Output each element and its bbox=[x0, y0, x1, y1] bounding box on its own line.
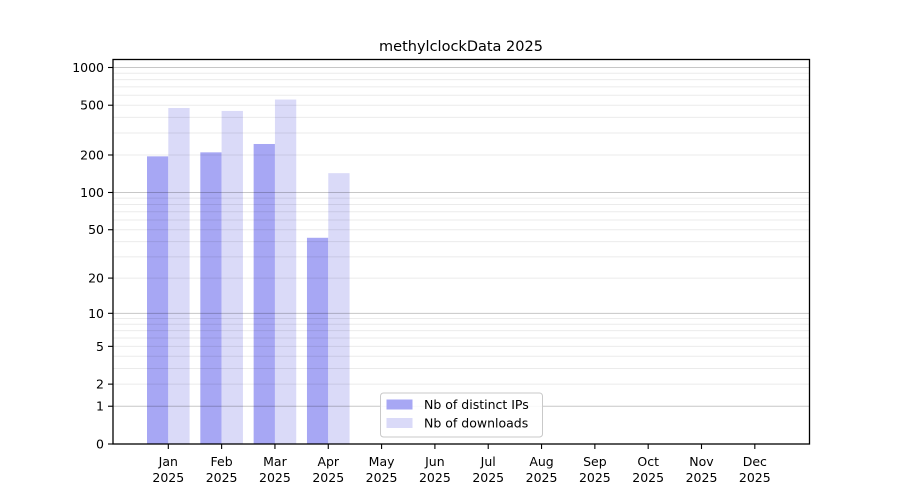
axes-layer bbox=[108, 58, 811, 449]
y-tick-label-1: 1 bbox=[96, 399, 104, 414]
x-tick-label-year-aug: 2025 bbox=[526, 470, 558, 485]
y-tick-label-10: 10 bbox=[88, 306, 104, 321]
plot-box bbox=[112, 58, 811, 445]
axis-labels-layer: 01251020501002005001000Jan2025Feb2025Mar… bbox=[72, 60, 771, 485]
legend-swatch-distinct-ips bbox=[386, 399, 413, 410]
x-tick-label-year-feb: 2025 bbox=[206, 470, 238, 485]
x-tick-label-month-mar: Mar bbox=[263, 454, 287, 469]
y-tick-label-200: 200 bbox=[80, 147, 104, 162]
y-tick-label-1000: 1000 bbox=[72, 60, 104, 75]
chart-title: methylclockData 2025 bbox=[379, 39, 543, 55]
y-tick-label-2: 2 bbox=[96, 377, 104, 392]
x-tick-label-year-apr: 2025 bbox=[312, 470, 344, 485]
y-tick-label-20: 20 bbox=[88, 271, 104, 286]
y-tick-label-100: 100 bbox=[80, 185, 104, 200]
bar-apr-distinct-ips bbox=[306, 237, 329, 444]
legend: Nb of distinct IPs Nb of downloads bbox=[380, 392, 543, 438]
x-tick-label-year-mar: 2025 bbox=[259, 470, 291, 485]
x-tick-label-year-sep: 2025 bbox=[579, 470, 611, 485]
x-tick-label-month-jul: Jul bbox=[480, 454, 496, 469]
x-tick-label-month-jun: Jun bbox=[424, 454, 445, 469]
y-tick-label-5: 5 bbox=[96, 339, 104, 354]
y-tick-label-0: 0 bbox=[96, 437, 104, 452]
x-tick-label-month-nov: Nov bbox=[689, 454, 714, 469]
y-tick-label-50: 50 bbox=[88, 222, 104, 237]
x-tick-label-month-jan: Jan bbox=[158, 454, 178, 469]
bars-layer bbox=[147, 99, 350, 445]
legend-label-distinct-ips: Nb of distinct IPs bbox=[424, 397, 529, 412]
bar-jan-downloads bbox=[168, 108, 190, 444]
x-tick-label-year-jun: 2025 bbox=[419, 470, 451, 485]
x-tick-label-year-oct: 2025 bbox=[632, 470, 664, 485]
bar-feb-distinct-ips bbox=[200, 152, 222, 444]
x-tick-label-year-jul: 2025 bbox=[472, 470, 504, 485]
x-tick-label-year-jan: 2025 bbox=[152, 470, 184, 485]
legend-box bbox=[380, 392, 543, 438]
bar-feb-downloads bbox=[221, 110, 243, 444]
x-tick-label-month-sep: Sep bbox=[583, 454, 607, 469]
x-tick-label-month-may: May bbox=[369, 454, 395, 469]
bar-mar-downloads bbox=[274, 99, 297, 444]
x-tick-label-month-apr: Apr bbox=[317, 454, 339, 469]
legend-label-downloads: Nb of downloads bbox=[424, 416, 528, 431]
bar-jan-distinct-ips bbox=[147, 156, 169, 445]
x-tick-label-month-feb: Feb bbox=[211, 454, 233, 469]
x-tick-label-year-may: 2025 bbox=[366, 470, 398, 485]
x-tick-label-year-dec: 2025 bbox=[739, 470, 771, 485]
x-tick-label-month-oct: Oct bbox=[637, 454, 659, 469]
y-tick-label-500: 500 bbox=[80, 98, 104, 113]
x-tick-label-month-aug: Aug bbox=[529, 454, 553, 469]
x-tick-label-month-dec: Dec bbox=[743, 454, 767, 469]
x-tick-label-year-nov: 2025 bbox=[686, 470, 718, 485]
legend-swatch-downloads bbox=[386, 418, 413, 428]
bar-apr-downloads bbox=[328, 173, 350, 444]
minor-gridlines-layer bbox=[113, 72, 810, 385]
bar-mar-distinct-ips bbox=[253, 143, 275, 445]
